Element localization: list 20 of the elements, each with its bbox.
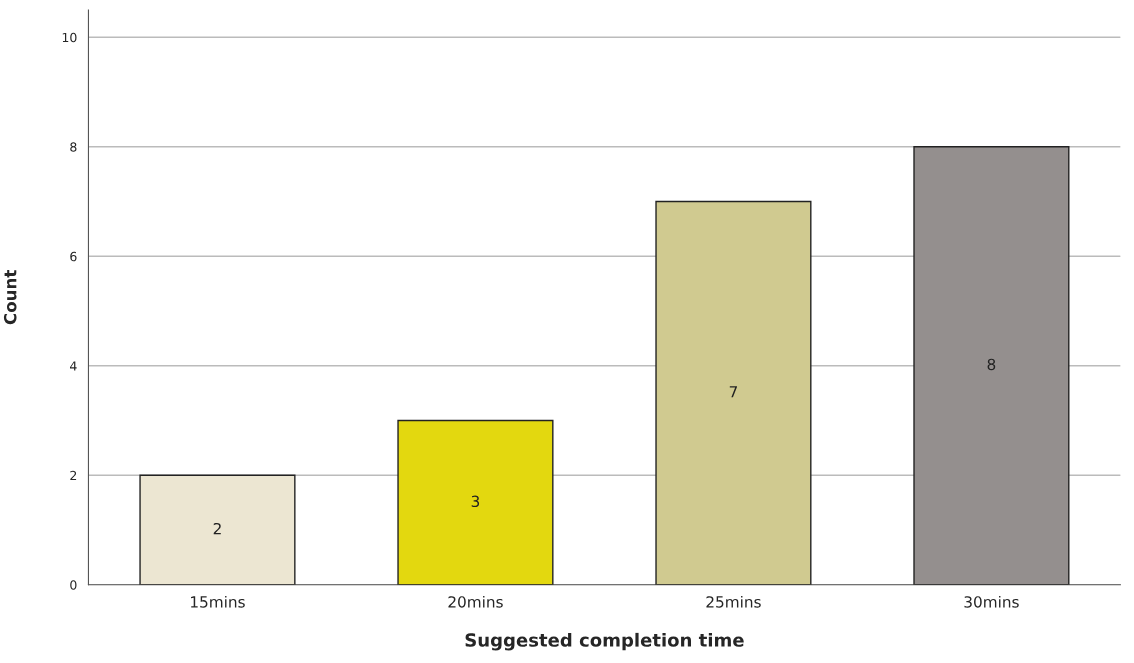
bar [139,474,296,585]
bar [913,146,1070,585]
x-tick-label: 20mins [448,595,503,608]
y-tick-label: 6 [70,251,77,262]
bar [397,419,554,585]
x-tick-label: 15mins [191,595,245,608]
data-label: 3 [471,495,480,508]
bar [655,200,812,585]
data-label: 7 [729,386,737,398]
y-tick-label: 10 [62,32,77,43]
x-tick-label: 25mins [706,595,761,608]
y-axis-title: Count [3,270,17,325]
data-label: 8 [987,358,996,371]
x-axis-title: Suggested completion time [465,632,744,651]
y-tick-label: 8 [70,142,77,152]
y-tick-label: 0 [70,580,77,590]
y-tick-label: 4 [70,361,77,371]
x-tick-label: 30mins [964,595,1019,608]
y-tick-label: 2 [70,470,77,481]
data-label: 2 [213,522,221,535]
